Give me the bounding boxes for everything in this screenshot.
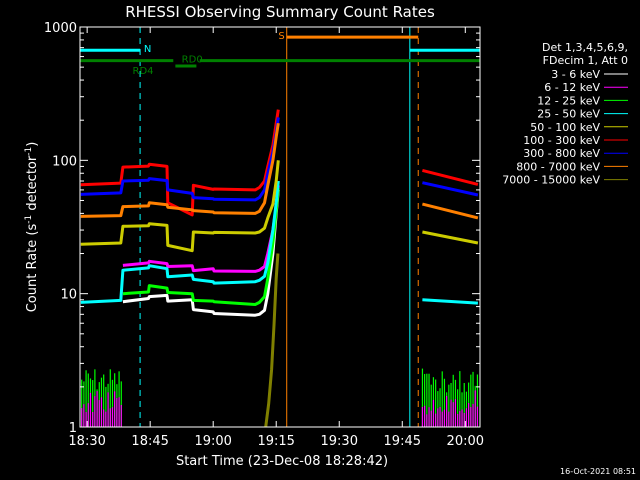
state-label-n: N	[144, 44, 151, 55]
legend-label-2: 12 - 25 keV	[537, 94, 600, 107]
legend-label-4: 50 - 100 keV	[530, 121, 600, 134]
x-tick-label-4: 19:30	[321, 434, 358, 449]
legend-label-1: 6 - 12 keV	[544, 81, 600, 94]
legend-label-5: 100 - 300 keV	[523, 134, 600, 147]
plot-frame	[79, 26, 481, 428]
x-tick-label-0: 18:30	[68, 434, 105, 449]
series-2	[122, 187, 280, 306]
y-axis-label: Count Rate (s-1 detector-1)	[24, 142, 40, 313]
series-after-gap-1	[422, 181, 479, 197]
series-7	[80, 122, 280, 218]
series-after-gap-4	[422, 298, 478, 305]
series-8	[264, 253, 280, 428]
render-timestamp: 16-Oct-2021 08:51	[560, 467, 636, 476]
x-axis: 18:30 18:45 19:00 19:15 19:30 19:45 20:00	[68, 27, 484, 449]
legend: Det 1,3,4,5,6,9, FDecim 1, Att 0 3 - 6 k…	[502, 41, 628, 187]
series-6	[80, 117, 280, 202]
series-after-gap-2	[422, 202, 479, 220]
series-after-gap-0	[422, 168, 479, 186]
x-tick-label-6: 20:00	[447, 434, 484, 449]
legend-label-7: 800 - 7000 keV	[516, 160, 600, 173]
state-label-s: S	[278, 31, 284, 42]
x-tick-label-5: 19:45	[384, 434, 421, 449]
y-axis: 1 10 100 1000	[44, 21, 480, 436]
legend-label-0: 3 - 6 keV	[551, 68, 600, 81]
series-5	[80, 109, 280, 217]
legend-header-line-2: FDecim 1, Att 0	[543, 54, 628, 67]
legend-label-6: 300 - 800 keV	[523, 147, 600, 160]
y-tick-label-2: 100	[52, 154, 77, 169]
y-tick-label-3: 1000	[44, 21, 77, 36]
series-0	[122, 189, 280, 317]
series-after-gap-3	[422, 230, 479, 245]
series-4	[80, 160, 280, 253]
y-tick-label-1: 10	[60, 288, 77, 303]
x-tick-label-2: 19:00	[194, 434, 231, 449]
legend-header-line-1: Det 1,3,4,5,6,9,	[542, 41, 628, 54]
noise-6-12-kev-before	[81, 391, 122, 427]
state-label-rd4: RD4	[133, 66, 154, 77]
chart-title: RHESSI Observing Summary Count Rates	[125, 3, 435, 21]
x-tick-label-1: 18:45	[131, 434, 168, 449]
noise-6-12-kev-after	[421, 390, 479, 427]
legend-label-3: 25 - 50 keV	[537, 108, 600, 121]
x-axis-label: Start Time (23-Dec-08 18:28:42)	[176, 454, 388, 469]
state-label-rd0: RD0	[182, 55, 203, 66]
legend-label-8: 7000 - 15000 keV	[502, 174, 600, 187]
x-tick-label-3: 19:15	[257, 434, 294, 449]
series-3	[80, 180, 280, 304]
y-tick-label-0: 1	[69, 421, 77, 436]
